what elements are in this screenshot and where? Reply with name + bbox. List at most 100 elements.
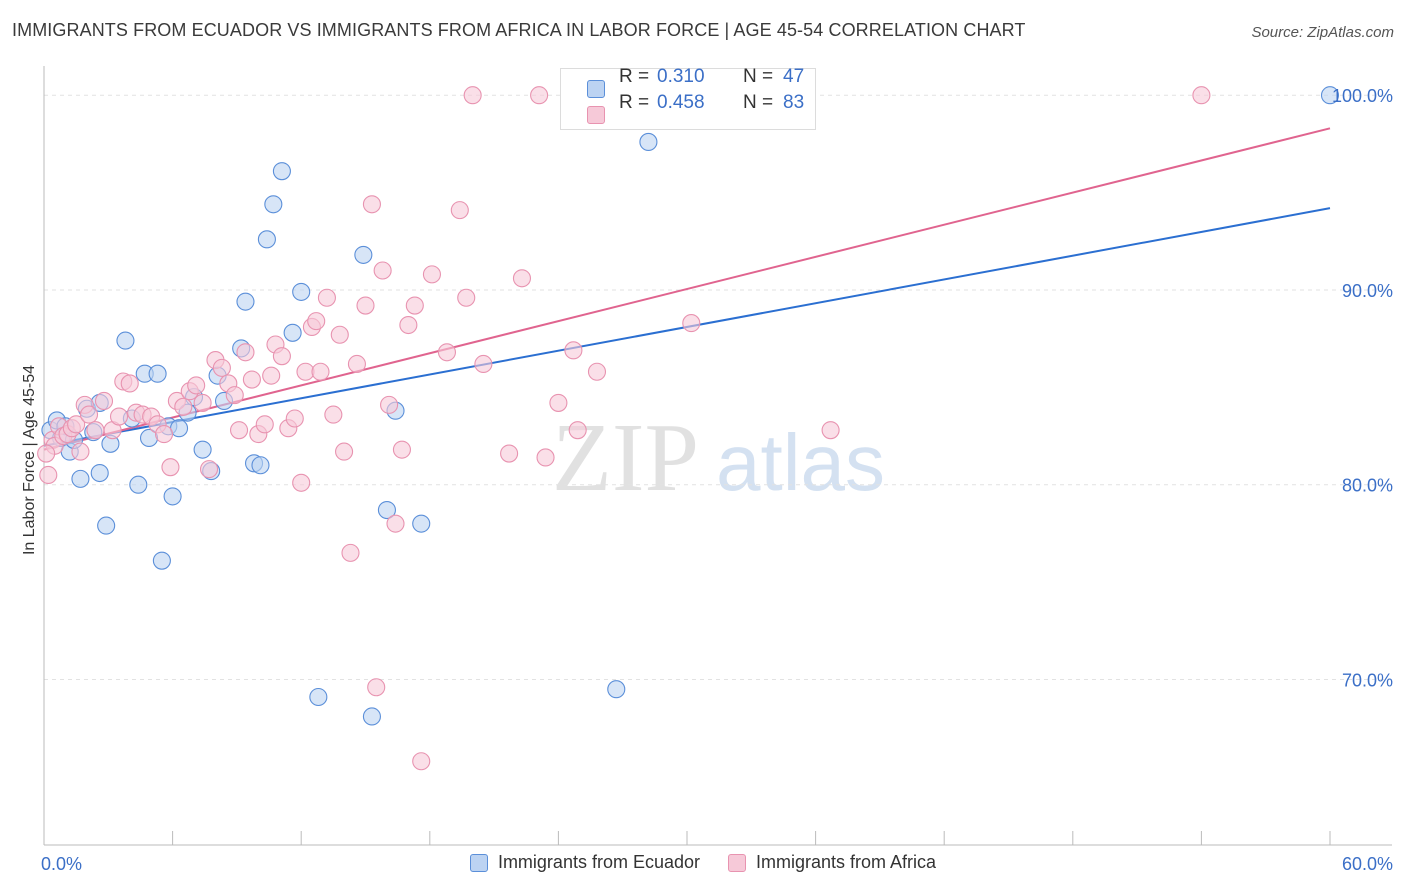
point-s1-46 (307, 312, 326, 331)
r-value: 0.458 (657, 92, 705, 113)
point-s1-10 (79, 405, 99, 424)
point-s1-70 (500, 444, 519, 463)
point-s1-82 (37, 444, 56, 463)
point-s0-6 (71, 469, 90, 488)
point-s0-45 (639, 132, 658, 152)
legend-label-africa: Immigrants from Africa (756, 852, 937, 872)
y-tick-label-3: 100.0% (1332, 86, 1393, 106)
point-s1-57 (373, 261, 392, 280)
point-s1-37 (255, 415, 274, 434)
point-s1-68 (463, 86, 482, 105)
point-s1-42 (285, 409, 304, 428)
point-s1-54 (356, 296, 375, 315)
point-s1-53 (347, 354, 366, 374)
point-s1-73 (536, 448, 555, 467)
point-s1-22 (161, 458, 180, 477)
point-s1-80 (821, 421, 840, 440)
point-s0-25 (193, 440, 212, 459)
point-s1-38 (262, 366, 281, 385)
point-s1-69 (474, 354, 493, 374)
point-s0-34 (264, 195, 283, 214)
point-s0-22 (169, 419, 189, 438)
point-s0-44 (607, 680, 626, 699)
point-s0-32 (251, 456, 270, 475)
series-legend: Immigrants from Ecuador Immigrants from … (0, 852, 1406, 873)
point-s1-21 (154, 425, 174, 444)
point-s1-28 (199, 460, 219, 479)
watermark-atlas: atlas (716, 418, 885, 507)
point-s1-33 (229, 421, 249, 440)
point-s1-61 (399, 315, 418, 335)
point-s1-72 (530, 86, 549, 105)
point-s1-35 (242, 370, 261, 389)
point-s1-51 (335, 442, 354, 461)
legend-swatch-ecuador (469, 853, 488, 872)
point-s0-36 (283, 323, 302, 342)
point-s1-32 (225, 386, 244, 405)
point-s1-7 (67, 415, 86, 434)
legend-swatch-africa (728, 853, 746, 872)
point-s1-63 (412, 752, 431, 771)
watermark-zip: ZIP (552, 404, 699, 512)
point-s1-58 (380, 395, 399, 414)
point-s0-39 (354, 245, 373, 264)
point-s1-34 (236, 343, 255, 362)
chart-title: IMMIGRANTS FROM ECUADOR VS IMMIGRANTS FR… (12, 20, 1026, 40)
point-s0-38 (309, 687, 328, 707)
legend-label-ecuador: Immigrants from Ecuador (497, 852, 700, 872)
n-label: N = (743, 92, 774, 113)
point-s0-18 (148, 364, 167, 383)
point-s0-41 (377, 500, 396, 520)
watermark: ZIP atlas (552, 404, 885, 512)
point-s1-79 (682, 314, 701, 333)
y-tick-label-1: 80.0% (1342, 476, 1393, 496)
r-value: 0.310 (657, 66, 705, 87)
stats-legend: R = 0.310 N = 47 R = 0.458 N = 83 (560, 66, 816, 130)
r-label: R = (619, 66, 650, 87)
point-s1-64 (422, 265, 441, 284)
point-s1-40 (272, 347, 291, 366)
point-s0-10 (90, 463, 109, 483)
ecuador-swatch (587, 80, 605, 98)
point-s0-33 (257, 230, 276, 249)
tick-labels: 70.0% 80.0% 90.0% 100.0% 0.0% 60.0% (41, 86, 1393, 874)
point-s1-44 (296, 362, 315, 381)
point-s0-13 (116, 331, 135, 350)
point-s1-60 (392, 440, 411, 459)
n-value: 83 (783, 92, 805, 113)
point-s1-49 (324, 405, 343, 424)
data-points (37, 86, 1340, 771)
point-s1-16 (120, 374, 139, 393)
point-s1-77 (587, 362, 607, 381)
point-s1-52 (341, 543, 360, 562)
point-s1-8 (71, 442, 90, 461)
point-s0-37 (292, 282, 311, 301)
point-s1-81 (1192, 86, 1211, 105)
y-axis-label: In Labor Force | Age 45-54 (21, 364, 38, 556)
point-s1-67 (457, 288, 476, 307)
source-label: Source: ZipAtlas.com (1251, 24, 1394, 41)
x-tick-label-0: 0.0% (41, 854, 82, 874)
point-s1-74 (549, 393, 568, 412)
point-s0-40 (362, 707, 381, 726)
n-value: 47 (783, 66, 805, 87)
point-s0-11 (97, 516, 116, 535)
point-s1-43 (292, 473, 311, 492)
point-s1-65 (437, 343, 456, 362)
point-s1-48 (317, 288, 336, 307)
point-s1-30 (212, 358, 231, 377)
point-s0-15 (129, 475, 148, 494)
point-s1-55 (362, 195, 381, 214)
point-s1-14 (109, 407, 129, 426)
africa-swatch (587, 106, 605, 124)
point-s1-59 (386, 514, 405, 533)
point-s1-47 (311, 362, 330, 381)
point-s1-26 (187, 376, 206, 395)
point-s0-30 (236, 292, 255, 311)
point-s0-21 (163, 487, 182, 506)
point-s1-50 (330, 325, 349, 344)
legend-item-africa: Immigrants from Africa (728, 852, 936, 873)
trend-line-1 (43, 127, 1331, 451)
point-s0-19 (152, 551, 171, 570)
